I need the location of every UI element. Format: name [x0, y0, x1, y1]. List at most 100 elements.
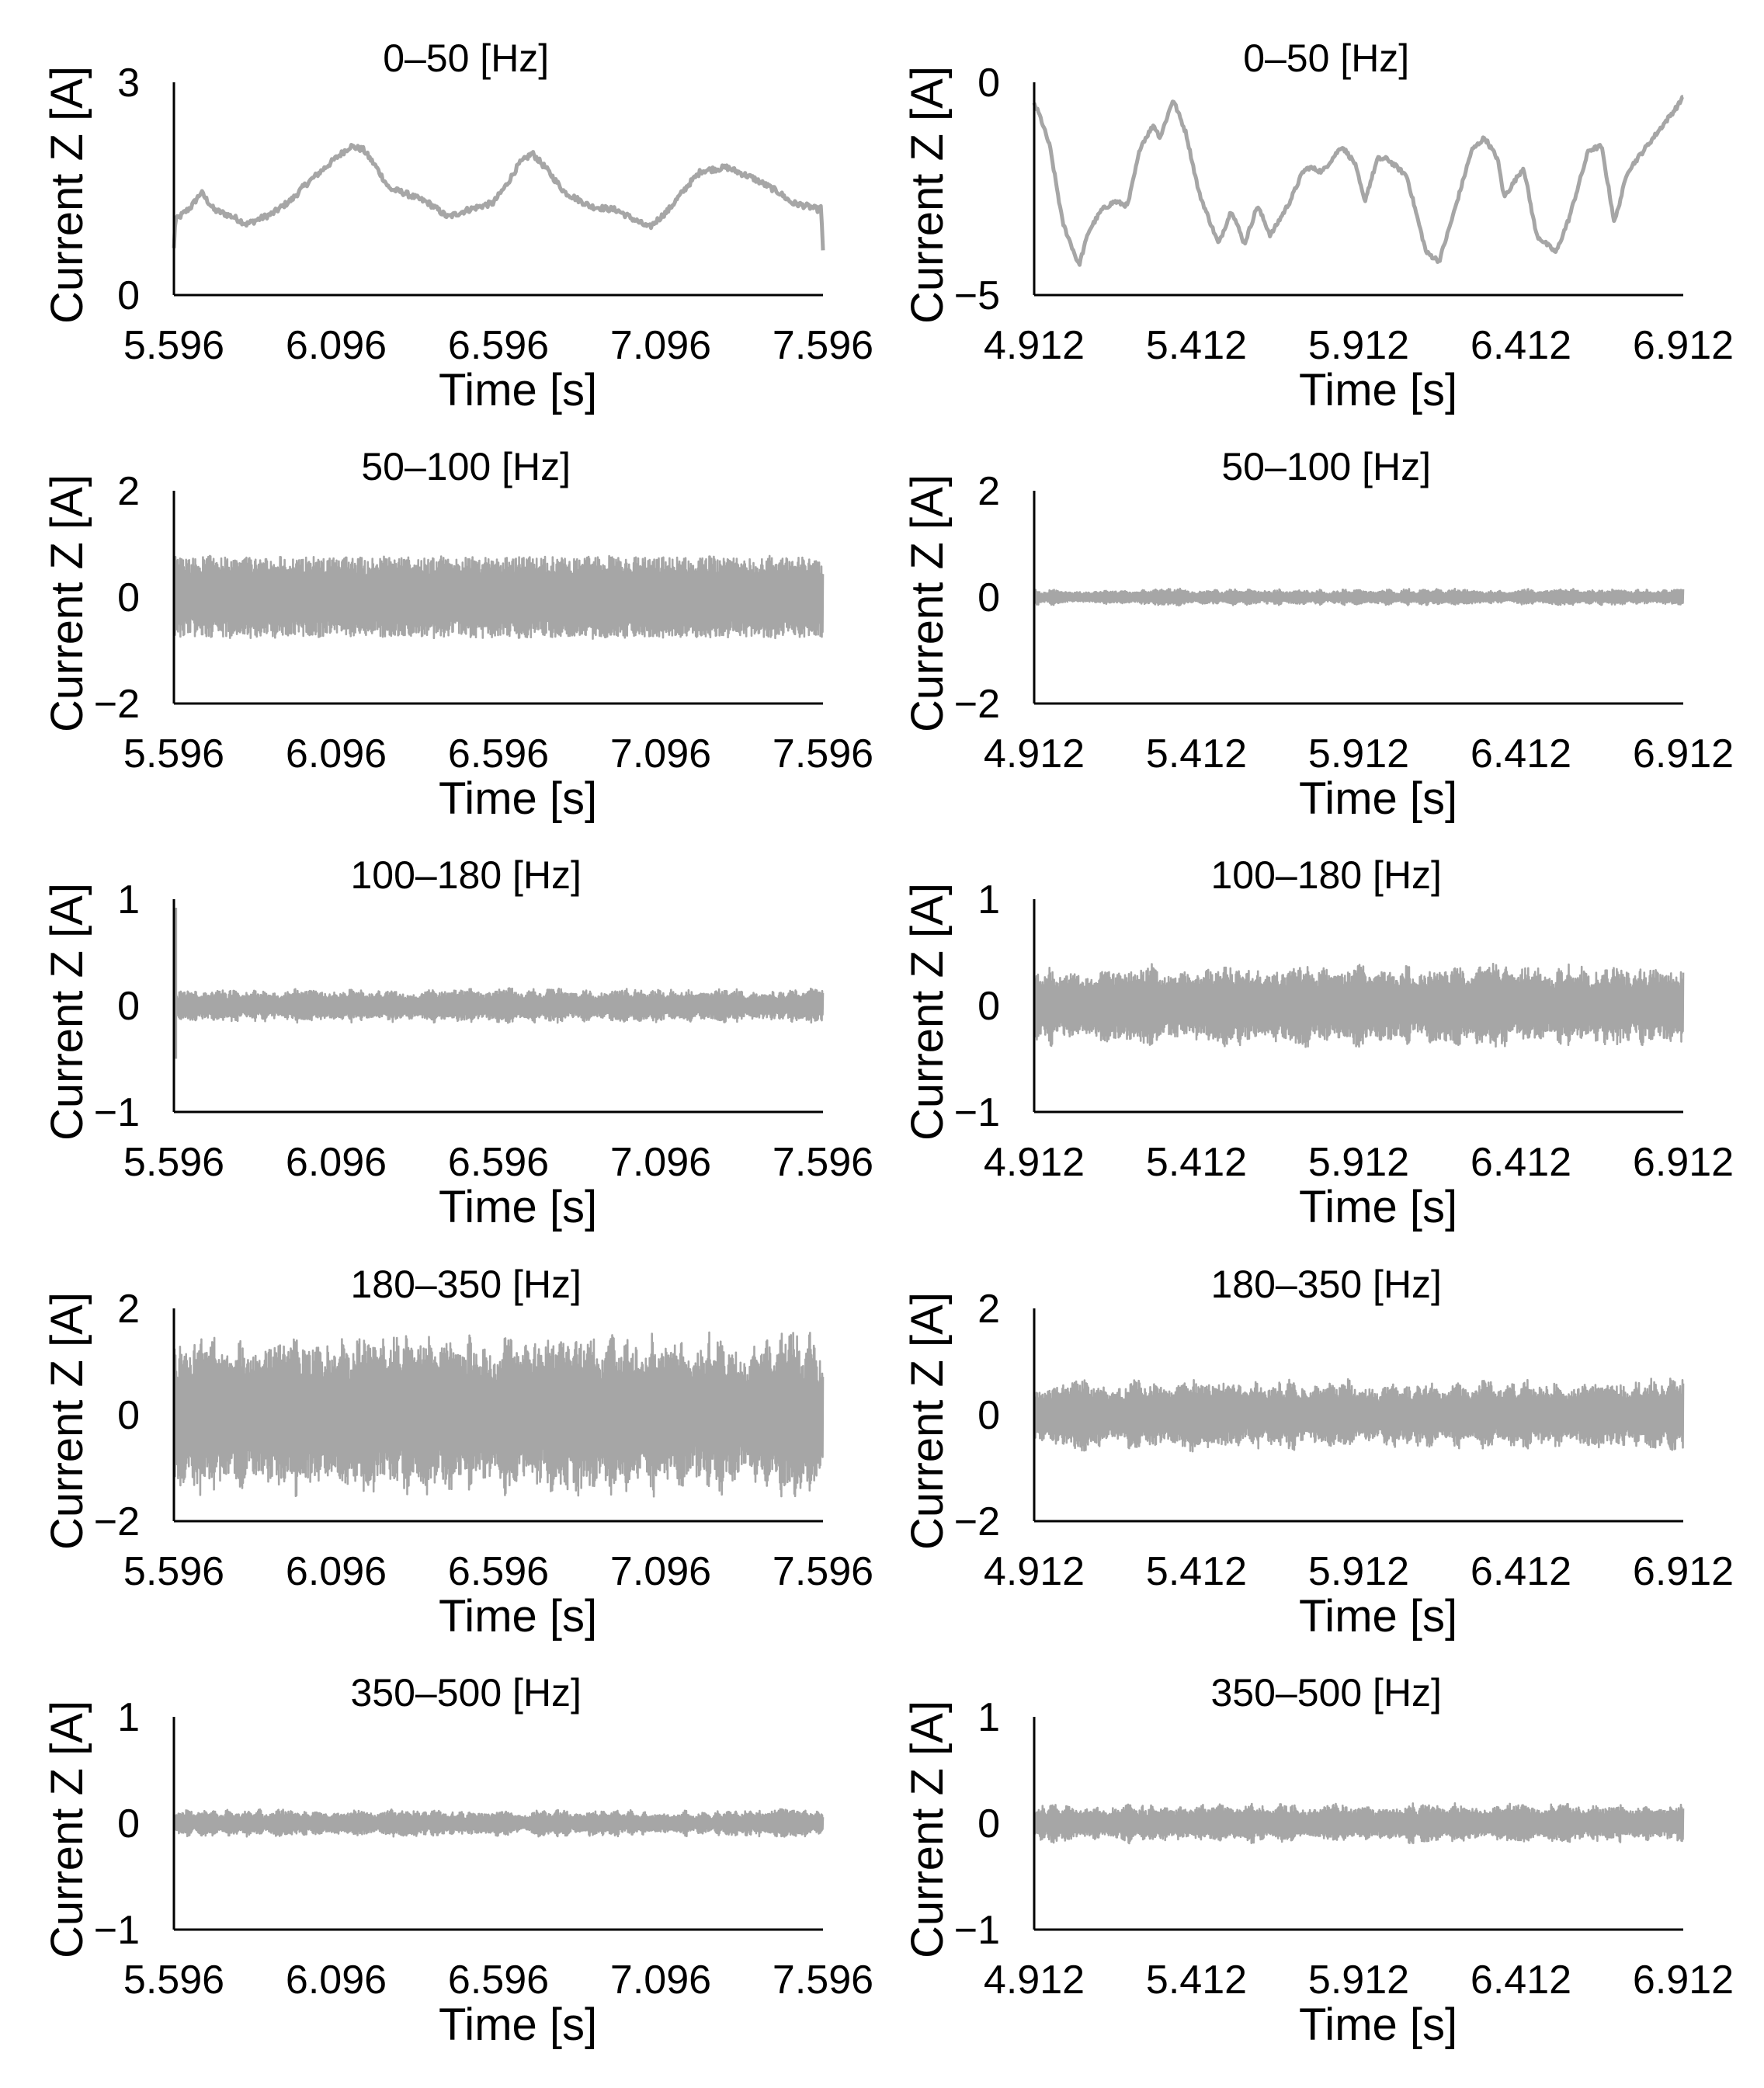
x-tick-label: 5.596 — [123, 323, 224, 368]
x-tick-label: 5.596 — [123, 731, 224, 776]
y-axis-label: Current Z [A] — [42, 883, 92, 1141]
y-tick-label: 3 — [117, 61, 140, 106]
x-tick-label: 5.412 — [1146, 731, 1247, 776]
data-series-line — [172, 554, 825, 640]
x-tick-label: 4.912 — [984, 731, 1085, 776]
x-tick-label: 6.912 — [1633, 323, 1734, 368]
x-axis-label: Time [s] — [1299, 1999, 1457, 2050]
x-tick-label: 4.912 — [984, 1549, 1085, 1594]
y-tick-label: 0 — [117, 984, 140, 1029]
x-axis-label: Time [s] — [439, 1999, 597, 2050]
x-tick-label: 5.912 — [1308, 1958, 1409, 2003]
x-axis-label: Time [s] — [439, 365, 597, 415]
x-tick-label: 6.912 — [1633, 1140, 1734, 1185]
chart-title: 350–500 [Hz] — [350, 1671, 581, 1715]
data-series-line — [172, 143, 825, 251]
y-tick-label: 1 — [117, 1695, 140, 1740]
y-tick-label: 0 — [977, 61, 1000, 106]
data-series-line — [1033, 1802, 1685, 1845]
y-axis-label: Current Z [A] — [42, 1701, 92, 1958]
y-tick-label: 1 — [977, 877, 1000, 922]
y-tick-label: 1 — [117, 877, 140, 922]
x-tick-label: 6.096 — [286, 323, 387, 368]
y-axis-label: Current Z [A] — [902, 66, 953, 324]
x-tick-label: 7.096 — [610, 1140, 711, 1185]
y-tick-label: 1 — [977, 1695, 1000, 1740]
chart-title: 100–180 [Hz] — [350, 853, 581, 897]
y-tick-label: 2 — [117, 1287, 140, 1332]
x-tick-label: 4.912 — [984, 1140, 1085, 1185]
y-tick-label: 0 — [977, 1801, 1000, 1847]
chart-title: 0–50 [Hz] — [1243, 36, 1409, 80]
chart-panel-right-0-50: 0 −5 4.912 5.412 5.912 6.412 6.912 0–50 [Hz] Tim… — [902, 36, 1734, 415]
data-series-line — [1032, 95, 1685, 267]
y-tick-label: 0 — [977, 984, 1000, 1029]
y-axis-label: Current Z [A] — [42, 1292, 92, 1550]
x-tick-label: 5.912 — [1308, 1140, 1409, 1185]
chart-title: 180–350 [Hz] — [1210, 1263, 1441, 1306]
chart-title: 50–100 [Hz] — [361, 445, 571, 488]
chart-panel-right-100-180: 1 0 −1 4.912 5.412 5.912 6.412 6.912 100–180 [Hz… — [902, 853, 1734, 1232]
y-tick-label: 2 — [117, 469, 140, 514]
x-tick-label: 5.912 — [1308, 731, 1409, 776]
x-tick-label: 4.912 — [984, 323, 1085, 368]
y-tick-label: 0 — [117, 575, 140, 620]
x-tick-label: 5.912 — [1308, 1549, 1409, 1594]
data-series-line — [1033, 1378, 1685, 1453]
x-tick-label: 7.096 — [610, 323, 711, 368]
x-tick-label: 5.412 — [1146, 1549, 1247, 1594]
x-tick-label: 7.596 — [773, 731, 873, 776]
x-tick-label: 6.096 — [286, 731, 387, 776]
x-axis-label: Time [s] — [1299, 1591, 1457, 1642]
x-tick-label: 6.912 — [1633, 1958, 1734, 2003]
x-tick-label: 6.096 — [286, 1958, 387, 2003]
x-tick-label: 6.596 — [448, 323, 549, 368]
x-tick-label: 5.412 — [1146, 323, 1247, 368]
x-tick-label: 5.596 — [123, 1958, 224, 2003]
y-tick-label: 2 — [977, 469, 1000, 514]
x-tick-label: 6.596 — [448, 1549, 549, 1594]
y-tick-label: 0 — [117, 1801, 140, 1847]
y-tick-label: 0 — [977, 1393, 1000, 1438]
y-tick-label: −1 — [954, 1090, 1000, 1135]
x-tick-label: 5.912 — [1308, 323, 1409, 368]
y-tick-label: 2 — [977, 1287, 1000, 1332]
y-tick-label: −2 — [94, 1499, 140, 1544]
y-axis-label: Current Z [A] — [902, 474, 953, 732]
chart-panel-right-50-100: 2 0 −24.912 5.412 5.912 6.412 6.912 50–100 [Hz]… — [902, 445, 1734, 824]
y-tick-label: −5 — [954, 273, 1000, 318]
y-tick-label: −2 — [954, 1499, 1000, 1544]
x-tick-label: 6.596 — [448, 731, 549, 776]
data-series-line — [1033, 587, 1685, 607]
y-tick-label: 0 — [117, 1393, 140, 1438]
chart-panel-left-350-500: 1 0 −1 5.596 6.096 6.596 7.096 7.596 350–500 [Hz… — [42, 1671, 873, 2050]
y-axis-label: Current Z [A] — [902, 1292, 953, 1550]
x-axis-label: Time [s] — [439, 1591, 597, 1642]
chart-panel-left-100-180: 1 0 −1 5.596 6.096 6.596 7.096 7.596 100–180 [Hz… — [42, 853, 873, 1232]
y-tick-label: −1 — [94, 1908, 140, 1953]
data-series-line — [1033, 962, 1685, 1048]
chart-title: 0–50 [Hz] — [383, 36, 549, 80]
y-tick-label: −1 — [954, 1908, 1000, 1953]
x-tick-label: 7.596 — [773, 1140, 873, 1185]
x-tick-label: 6.412 — [1471, 1958, 1571, 2003]
chart-panel-left-180-350: 2 0 −2 5.596 6.096 6.596 7.096 7.596 180–350 [Hz… — [42, 1263, 873, 1642]
x-tick-label: 5.412 — [1146, 1958, 1247, 2003]
x-tick-label: 5.596 — [123, 1549, 224, 1594]
chart-panel-left-0-50: 3 0 5.596 6.096 6.596 7.096 7.596 0–50 [Hz] Time… — [42, 36, 873, 415]
x-tick-label: 6.412 — [1471, 731, 1571, 776]
chart-title: 350–500 [Hz] — [1210, 1671, 1441, 1715]
x-tick-label: 7.596 — [773, 1958, 873, 2003]
x-axis-label: Time [s] — [1299, 773, 1457, 824]
chart-title: 50–100 [Hz] — [1221, 445, 1431, 488]
x-axis-label: Time [s] — [439, 773, 597, 824]
y-axis-label: Current Z [A] — [902, 1701, 953, 1958]
y-axis-label: Current Z [A] — [902, 883, 953, 1141]
x-tick-label: 6.912 — [1633, 731, 1734, 776]
x-tick-label: 7.096 — [610, 1958, 711, 2003]
x-tick-label: 6.096 — [286, 1549, 387, 1594]
x-tick-label: 6.912 — [1633, 1549, 1734, 1594]
chart-panel-right-350-500: 1 0 −1 4.912 5.412 5.912 6.412 6.912 350–500 [Hz… — [902, 1671, 1734, 2050]
x-tick-label: 7.096 — [610, 1549, 711, 1594]
